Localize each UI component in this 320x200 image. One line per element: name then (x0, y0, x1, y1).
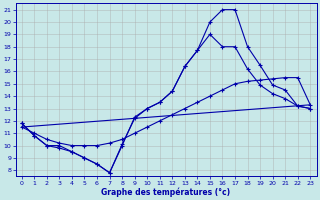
X-axis label: Graphe des températures (°c): Graphe des températures (°c) (101, 187, 231, 197)
